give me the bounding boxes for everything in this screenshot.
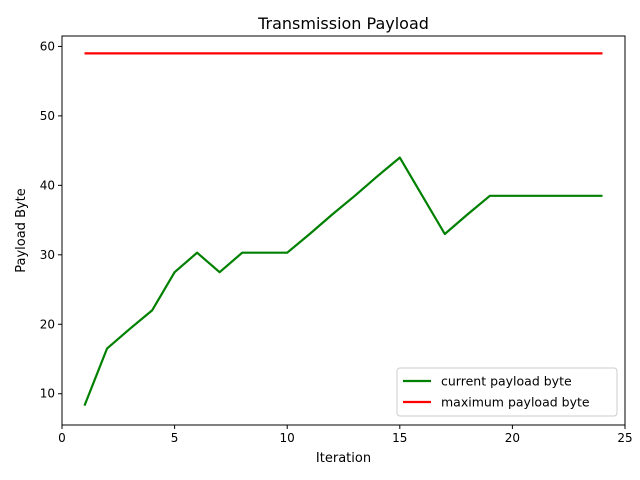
y-tick-label: 30 [40, 248, 55, 262]
x-axis-ticks: 0 5 10 15 20 25 [58, 425, 633, 445]
y-axis-label: Payload Byte [14, 188, 29, 273]
y-axis-ticks: 10 20 30 40 50 60 [40, 39, 62, 401]
chart-title: Transmission Payload [257, 14, 429, 33]
x-tick-label: 20 [505, 431, 520, 445]
x-tick-label: 25 [617, 431, 632, 445]
plot-frame [61, 35, 626, 426]
y-tick-label: 10 [40, 387, 55, 401]
legend-box [396, 367, 618, 417]
series-layer [83, 52, 603, 407]
x-tick-label: 10 [280, 431, 295, 445]
plot-area [61, 35, 626, 426]
y-tick-label: 60 [40, 39, 55, 53]
legend-entry-label: current payload byte [441, 374, 572, 389]
y-tick-label: 50 [40, 109, 55, 123]
x-tick-label: 5 [171, 431, 179, 445]
y-tick-label: 20 [40, 317, 55, 331]
y-tick-label: 40 [40, 178, 55, 192]
x-tick-label: 15 [392, 431, 407, 445]
legend-entry-label: maximum payload byte [441, 395, 590, 410]
x-axis-label: Iteration [316, 451, 371, 466]
x-tick-label: 0 [58, 431, 66, 445]
series-line-current-payload [83, 156, 603, 407]
legend: current payload byte maximum payload byte [396, 367, 618, 417]
